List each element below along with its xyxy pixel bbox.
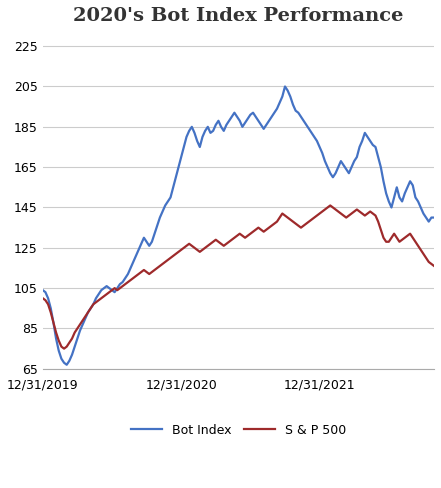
Bot Index	[282, 83, 288, 89]
S & P 500	[431, 263, 437, 269]
S & P 500	[320, 208, 325, 214]
Line: S & P 500: S & P 500	[43, 205, 434, 348]
Bot Index	[40, 287, 45, 293]
Bot Index	[229, 114, 235, 120]
Bot Index	[322, 158, 328, 164]
Bot Index	[237, 118, 243, 123]
S & P 500	[282, 213, 288, 219]
Bot Index	[117, 281, 123, 287]
S & P 500	[229, 237, 235, 243]
Title: 2020's Bot Index Performance: 2020's Bot Index Performance	[73, 7, 404, 25]
S & P 500	[40, 295, 45, 301]
S & P 500	[61, 346, 67, 351]
S & P 500	[117, 285, 123, 291]
S & P 500	[328, 203, 333, 208]
Bot Index	[69, 352, 75, 358]
Bot Index	[64, 362, 69, 367]
S & P 500	[69, 336, 75, 342]
Legend: Bot Index, S & P 500: Bot Index, S & P 500	[126, 419, 351, 442]
Bot Index	[285, 88, 290, 94]
Line: Bot Index: Bot Index	[43, 86, 434, 365]
Bot Index	[431, 215, 437, 221]
S & P 500	[237, 231, 243, 237]
